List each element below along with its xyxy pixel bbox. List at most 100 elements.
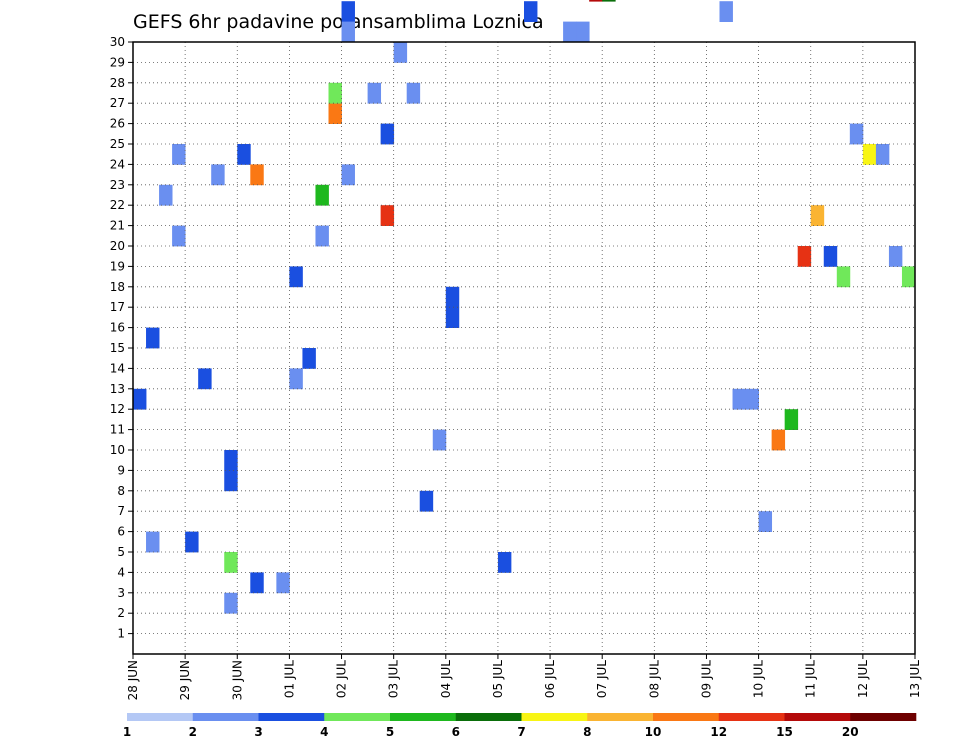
heat-cell-50 <box>367 82 382 104</box>
legend-label-10: 15 <box>776 725 793 739</box>
y-tick-label-28: 28 <box>110 76 125 90</box>
heat-cell-2 <box>146 531 160 553</box>
heat-cell-95 <box>862 144 877 165</box>
heat-cell-75 <box>602 0 616 2</box>
legend-label-11: 20 <box>842 725 859 739</box>
heat-cell-87 <box>758 511 773 532</box>
heat-cell-54 <box>393 42 408 63</box>
y-axis: 1234567891011121314151617181920212223242… <box>110 35 133 641</box>
y-tick-label-11: 11 <box>110 423 125 437</box>
legend-swatch-1 <box>192 713 259 721</box>
x-tick-label-15: 13 JUL <box>908 660 922 698</box>
heat-cell-37 <box>289 266 303 288</box>
x-tick-label-5: 03 JUL <box>387 660 401 698</box>
heat-cell-97 <box>888 246 903 267</box>
heat-cell-96 <box>875 144 890 165</box>
legend-label-8: 10 <box>645 725 662 739</box>
y-tick-label-30: 30 <box>110 35 125 49</box>
heat-cell-46 <box>341 21 355 43</box>
legend-swatch-7 <box>587 713 654 721</box>
color-legend: 1 2 3 4 5 6 7 8 10 12 15 20 <box>123 713 917 739</box>
legend-swatch-4 <box>390 713 457 721</box>
heat-cell-32 <box>250 572 264 594</box>
heat-cell-92 <box>823 246 838 267</box>
y-tick-label-7: 7 <box>117 504 125 518</box>
legend-swatch-0 <box>127 713 194 721</box>
heat-cell-98 <box>901 266 916 288</box>
heat-cell-35 <box>276 572 290 594</box>
heat-cell-85 <box>732 388 746 410</box>
heat-cell-61 <box>445 286 460 308</box>
heat-cell-6 <box>185 531 199 553</box>
x-tick-label-8: 06 JUL <box>543 660 557 698</box>
heat-cell-59 <box>432 429 447 451</box>
y-tick-label-19: 19 <box>110 259 125 273</box>
legend-swatch-2 <box>258 713 325 721</box>
heat-cell-55 <box>406 82 421 104</box>
y-tick-label-10: 10 <box>110 443 125 457</box>
y-tick-label-24: 24 <box>110 157 125 171</box>
y-tick-label-8: 8 <box>117 484 125 498</box>
heat-cell-93 <box>836 266 851 288</box>
heat-cell-23 <box>224 450 238 471</box>
legend-swatch-8 <box>653 713 720 721</box>
heat-cell-86 <box>745 388 759 410</box>
heat-cell-90 <box>797 246 812 267</box>
y-tick-label-27: 27 <box>110 96 125 110</box>
chart-title: GEFS 6hr padavine po ansamblima Loznica <box>133 11 544 33</box>
legend-label-2: 3 <box>254 725 262 739</box>
heat-cell-1 <box>146 327 160 349</box>
y-tick-label-14: 14 <box>110 361 125 375</box>
heat-cell-58 <box>419 490 434 512</box>
heat-cell-40 <box>302 348 316 369</box>
y-tick-label-6: 6 <box>117 525 125 539</box>
heat-cell-65 <box>497 552 512 573</box>
y-tick-label-5: 5 <box>117 545 125 559</box>
legend-label-6: 7 <box>517 725 525 739</box>
heat-cell-41 <box>315 184 329 206</box>
heat-cell-69 <box>524 1 538 22</box>
y-tick-label-13: 13 <box>110 382 125 396</box>
heat-cell-52 <box>380 205 395 226</box>
heat-cell-20 <box>224 592 238 614</box>
heatmap-cells <box>133 0 916 614</box>
heat-cell-74 <box>589 0 603 2</box>
heat-cell-36 <box>289 368 303 390</box>
y-tick-label-3: 3 <box>117 586 125 600</box>
y-tick-label-1: 1 <box>117 627 125 641</box>
x-tick-label-11: 09 JUL <box>699 660 713 698</box>
x-tick-label-6: 04 JUL <box>439 660 453 698</box>
heat-cell-94 <box>849 123 864 145</box>
heat-cell-19 <box>211 164 225 186</box>
heat-cell-44 <box>328 82 342 104</box>
heat-cell-43 <box>328 103 342 124</box>
heat-cell-53 <box>380 123 395 145</box>
y-tick-label-12: 12 <box>110 402 125 416</box>
grid-lines <box>133 42 915 654</box>
legend-swatch-3 <box>324 713 391 721</box>
y-tick-label-26: 26 <box>110 117 125 131</box>
legend-swatch-5 <box>455 713 522 721</box>
y-tick-label-25: 25 <box>110 137 125 151</box>
heat-cell-3 <box>159 184 173 206</box>
x-tick-label-14: 12 JUL <box>856 660 870 698</box>
y-tick-label-29: 29 <box>110 55 125 69</box>
x-tick-label-4: 02 JUL <box>335 660 349 698</box>
heat-cell-72 <box>563 21 577 43</box>
x-tick-label-13: 11 JUL <box>804 660 818 698</box>
y-tick-label-18: 18 <box>110 280 125 294</box>
legend-swatch-11 <box>850 713 917 721</box>
heat-cell-47 <box>341 164 355 186</box>
y-tick-label-20: 20 <box>110 239 125 253</box>
y-tick-label-15: 15 <box>110 341 125 355</box>
heat-cell-5 <box>172 225 186 247</box>
heat-cell-0 <box>133 388 147 410</box>
y-tick-label-4: 4 <box>117 565 125 579</box>
x-tick-label-12: 10 JUL <box>752 660 766 698</box>
heat-cell-89 <box>784 409 799 430</box>
heat-cell-42 <box>315 225 329 247</box>
y-tick-label-17: 17 <box>110 300 125 314</box>
legend-label-5: 6 <box>452 725 460 739</box>
legend-label-7: 8 <box>583 725 591 739</box>
